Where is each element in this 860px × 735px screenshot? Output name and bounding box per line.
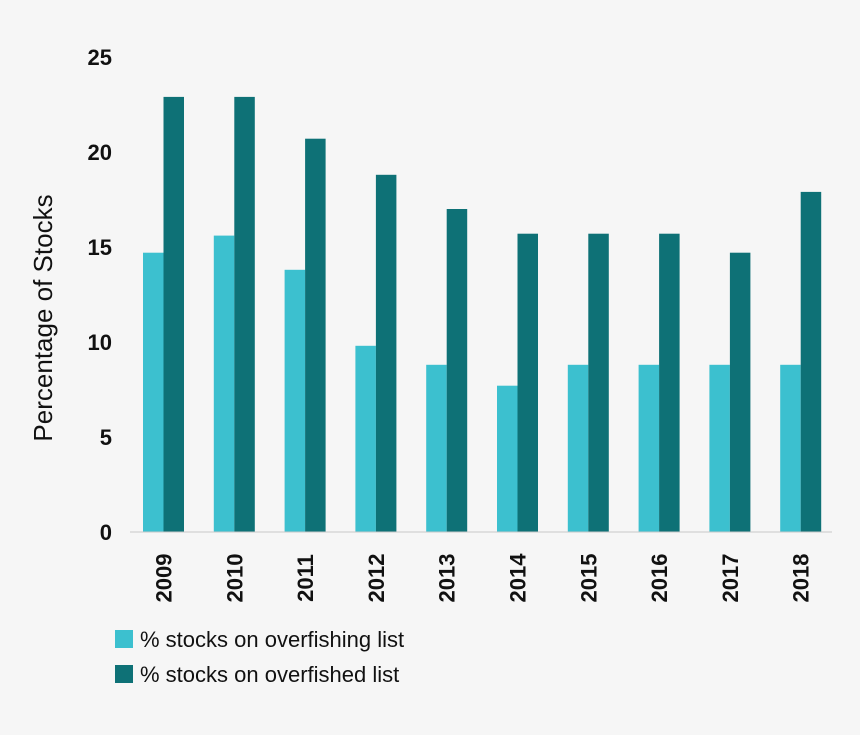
bar-overfished-2018 [800, 191, 822, 532]
x-tick-label: 2012 [364, 554, 389, 603]
bar-overfished-2009 [163, 96, 184, 533]
bar-overfished-2011 [305, 138, 326, 532]
y-tick-label: 15 [88, 235, 112, 260]
x-axis-ticks: 2009 2010 2011 2012 2013 2014 2015 2016 2017 2018 [152, 553, 814, 603]
bar-overfished-2010 [234, 96, 255, 533]
bar-overfished-2014 [517, 233, 538, 532]
x-tick-label: 2010 [222, 554, 247, 603]
bar-overfishing-2018 [780, 364, 801, 532]
x-tick-label: 2009 [152, 554, 177, 603]
legend-swatch [115, 630, 133, 648]
legend-label: % stocks on overfished list [140, 662, 399, 687]
x-tick-label: 2015 [576, 554, 601, 603]
y-tick-label: 0 [100, 520, 112, 545]
bar-overfishing-2014 [497, 385, 518, 532]
y-axis-title: Percentage of Stocks [28, 194, 58, 441]
bar-overfishing-2015 [567, 364, 589, 532]
legend-label: % stocks on overfishing list [140, 627, 404, 652]
y-tick-label: 25 [88, 45, 112, 70]
x-tick-label: 2016 [647, 554, 672, 603]
bar-overfishing-2017 [709, 364, 730, 532]
bars [143, 96, 822, 533]
y-tick-label: 20 [88, 140, 112, 165]
y-tick-label: 10 [88, 330, 112, 355]
x-tick-label: 2011 [293, 554, 318, 602]
x-tick-label: 2013 [435, 554, 460, 603]
bar-overfished-2016 [659, 233, 680, 532]
legend-swatch [115, 665, 133, 683]
y-tick-label: 5 [100, 425, 112, 450]
y-axis-ticks: 0 5 10 15 20 25 [88, 45, 112, 545]
legend: % stocks on overfishing list % stocks on … [115, 627, 404, 687]
bar-overfishing-2013 [426, 364, 447, 532]
bar-overfishing-2009 [143, 252, 164, 532]
bar-overfishing-2010 [213, 235, 235, 532]
bar-overfished-2017 [729, 252, 751, 532]
bar-overfishing-2012 [355, 345, 376, 532]
bar-overfished-2013 [446, 209, 468, 532]
x-tick-label: 2017 [718, 554, 743, 603]
x-tick-label: 2014 [506, 553, 531, 603]
bar-overfishing-2011 [284, 269, 306, 532]
bar-overfished-2012 [375, 174, 397, 533]
bar-overfished-2015 [588, 233, 609, 532]
x-tick-label: 2018 [789, 554, 814, 603]
bar-overfishing-2016 [638, 364, 660, 532]
